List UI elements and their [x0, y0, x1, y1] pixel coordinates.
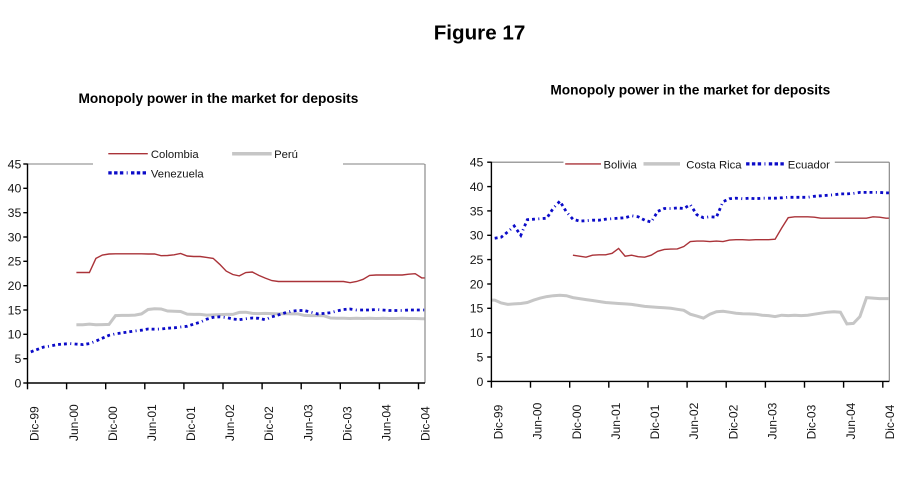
- svg-text:5: 5: [477, 350, 484, 364]
- svg-text:Dic-00: Dic-00: [570, 404, 584, 439]
- svg-text:Jun-03: Jun-03: [766, 402, 780, 439]
- svg-text:15: 15: [470, 302, 484, 316]
- svg-text:Dic-99: Dic-99: [28, 406, 42, 441]
- svg-text:Dic-99: Dic-99: [492, 404, 506, 439]
- svg-text:40: 40: [470, 180, 484, 194]
- svg-text:45: 45: [8, 157, 22, 171]
- svg-text:Dic-03: Dic-03: [340, 406, 354, 441]
- svg-text:Bolivia: Bolivia: [604, 159, 638, 171]
- svg-text:Dic-04: Dic-04: [883, 404, 897, 439]
- svg-text:Jun-03: Jun-03: [301, 404, 315, 441]
- svg-text:Jun-04: Jun-04: [380, 404, 394, 441]
- svg-text:35: 35: [470, 204, 484, 218]
- svg-text:Dic-01: Dic-01: [648, 404, 662, 439]
- svg-text:20: 20: [470, 277, 484, 291]
- svg-text:Dic-02: Dic-02: [262, 406, 276, 441]
- svg-text:Colombia: Colombia: [151, 149, 199, 161]
- svg-text:20: 20: [8, 279, 22, 293]
- svg-text:Monopoly power in the market f: Monopoly power in the market for deposit…: [550, 83, 830, 98]
- svg-text:45: 45: [470, 156, 484, 170]
- svg-text:Dic-00: Dic-00: [106, 406, 120, 441]
- svg-text:Jun-00: Jun-00: [67, 404, 81, 441]
- svg-text:Figure 17: Figure 17: [434, 22, 526, 45]
- svg-text:35: 35: [8, 206, 22, 220]
- svg-text:15: 15: [8, 303, 22, 317]
- svg-text:Dic-02: Dic-02: [726, 404, 740, 439]
- svg-text:Dic-03: Dic-03: [805, 404, 819, 439]
- svg-text:Jun-01: Jun-01: [145, 404, 159, 441]
- svg-text:Monopoly power in the market f: Monopoly power in the market for deposit…: [78, 91, 358, 106]
- svg-text:Dic-01: Dic-01: [184, 406, 198, 441]
- svg-text:Jun-02: Jun-02: [687, 402, 701, 439]
- svg-text:Venezuela: Venezuela: [151, 168, 204, 180]
- svg-text:Perú: Perú: [274, 149, 298, 161]
- svg-text:40: 40: [8, 182, 22, 196]
- svg-text:0: 0: [477, 375, 484, 389]
- svg-text:Dic-04: Dic-04: [419, 406, 433, 441]
- svg-text:0: 0: [14, 376, 21, 390]
- svg-text:30: 30: [470, 229, 484, 243]
- svg-text:10: 10: [470, 326, 484, 340]
- svg-text:5: 5: [14, 352, 21, 366]
- svg-text:Costa Rica: Costa Rica: [686, 159, 742, 171]
- svg-text:Jun-04: Jun-04: [844, 402, 858, 439]
- svg-text:Jun-02: Jun-02: [223, 404, 237, 441]
- svg-text:Jun-00: Jun-00: [531, 402, 545, 439]
- svg-text:30: 30: [8, 230, 22, 244]
- svg-text:Jun-01: Jun-01: [609, 402, 623, 439]
- svg-text:Ecuador: Ecuador: [788, 159, 830, 171]
- svg-text:10: 10: [8, 328, 22, 342]
- svg-text:25: 25: [470, 253, 484, 267]
- svg-text:25: 25: [8, 255, 22, 269]
